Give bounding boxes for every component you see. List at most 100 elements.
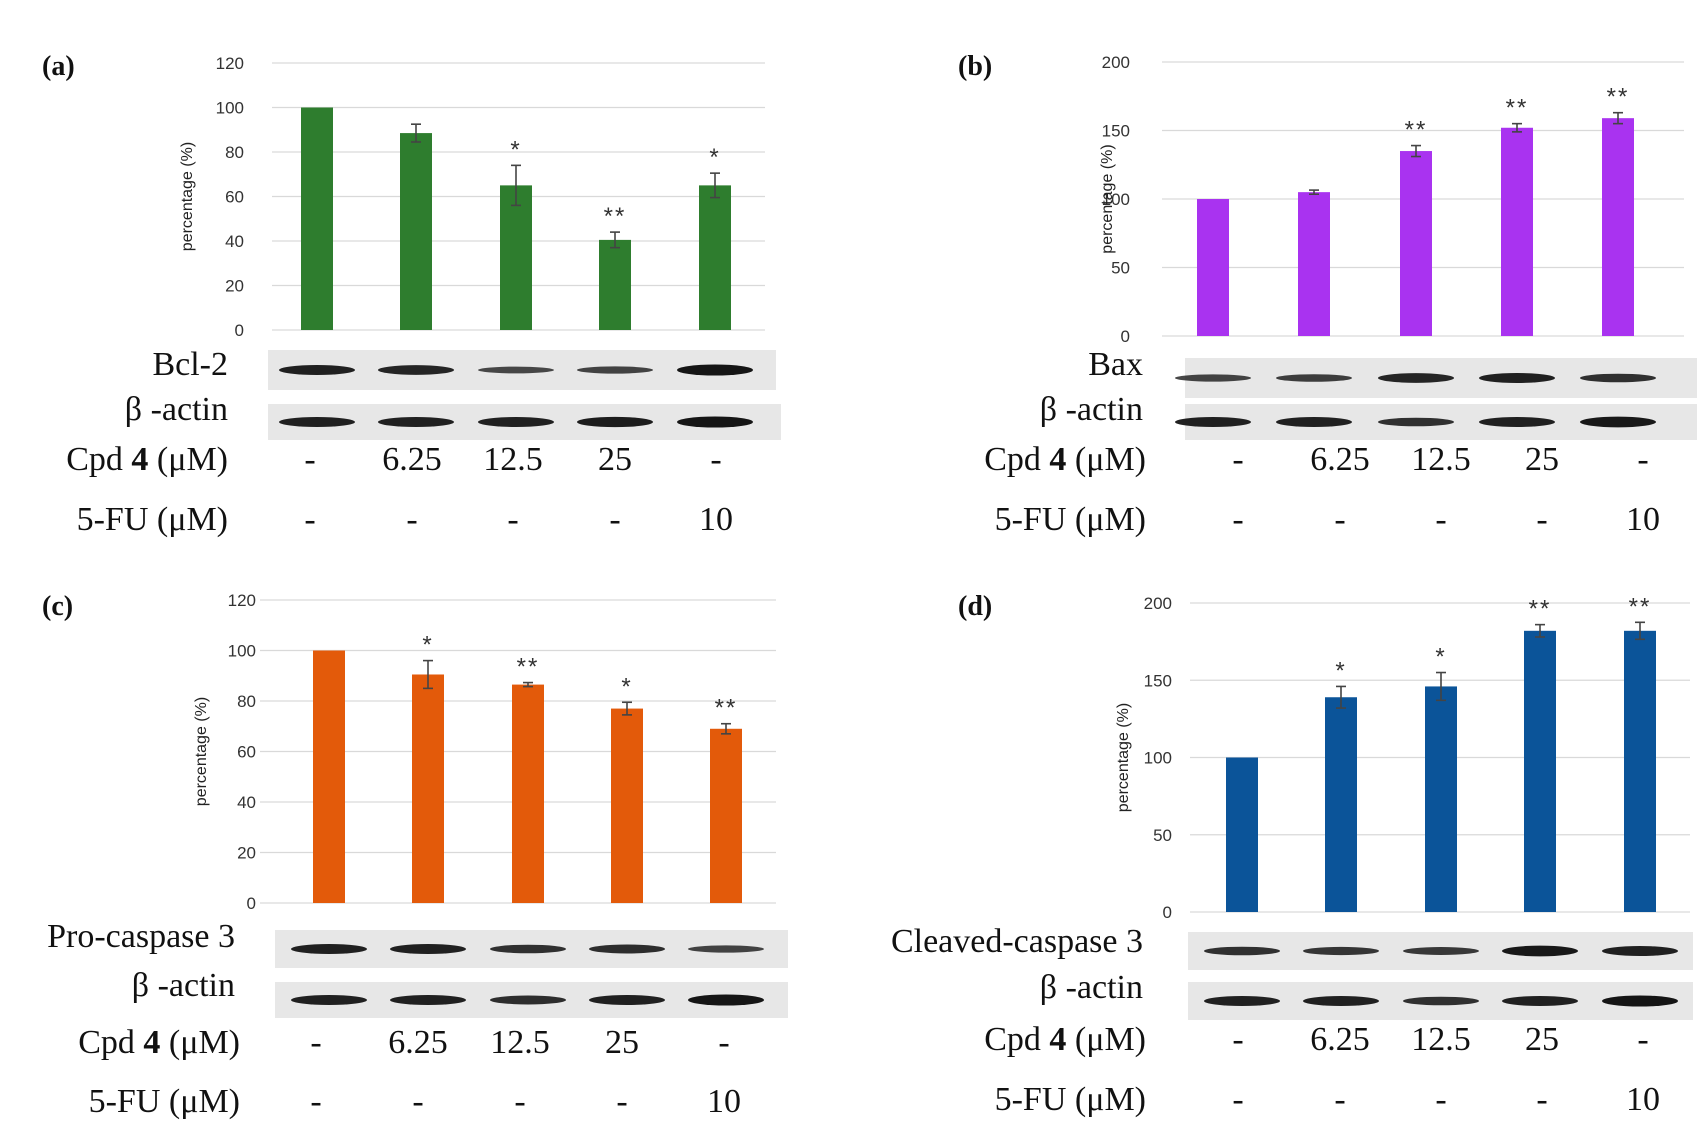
y-tick-label: 80 — [225, 143, 244, 162]
blot-band — [577, 416, 653, 428]
bar — [1425, 686, 1457, 912]
blot-label: β -actin — [1040, 391, 1143, 428]
blot-band — [1175, 417, 1251, 427]
condition-value: 10 — [699, 501, 733, 538]
condition-label: 5-FU (μM) — [995, 501, 1146, 538]
y-axis-label: percentage (%) — [193, 697, 210, 806]
condition-value: 6.25 — [382, 441, 442, 478]
blot-band — [1479, 417, 1555, 427]
y-tick-label: 150 — [1102, 122, 1130, 141]
y-tick-label: 60 — [237, 743, 256, 762]
y-tick-label: 50 — [1153, 826, 1172, 845]
y-tick-label: 150 — [1144, 671, 1172, 690]
condition-label-part: 5-FU (μM) — [995, 501, 1146, 538]
condition-value: - — [609, 501, 620, 538]
panel-label: (b) — [958, 51, 992, 82]
condition-label: Cpd 4 (μM) — [984, 1021, 1146, 1058]
bar — [1602, 118, 1634, 336]
condition-value: - — [1536, 501, 1547, 538]
condition-label-part: Cpd — [984, 1021, 1049, 1058]
condition-value: 10 — [1626, 1081, 1660, 1118]
y-tick-label: 0 — [247, 894, 256, 913]
panel-label: (a) — [42, 51, 75, 82]
condition-value: - — [514, 1083, 525, 1120]
significance-mark: ** — [604, 203, 627, 230]
blot-band — [279, 417, 355, 427]
condition-value: - — [507, 501, 518, 538]
y-tick-label: 60 — [225, 188, 244, 207]
blot-band — [1378, 417, 1454, 427]
bar — [500, 185, 532, 330]
condition-value: - — [406, 501, 417, 538]
significance-mark: ** — [715, 695, 738, 722]
bar — [1226, 757, 1258, 912]
significance-mark: * — [510, 136, 521, 163]
blot-label: β -actin — [132, 967, 235, 1004]
condition-label-bold: 4 — [131, 441, 148, 478]
condition-label-bold: 4 — [143, 1024, 160, 1061]
bar — [710, 728, 742, 903]
significance-mark: * — [709, 144, 720, 171]
blot-band — [677, 364, 753, 376]
blot-band — [688, 945, 764, 953]
y-tick-label: 20 — [237, 844, 256, 863]
condition-value: - — [412, 1083, 423, 1120]
condition-label-part: (μM) — [148, 441, 228, 478]
blot-band — [1479, 373, 1555, 383]
blot-label: Bcl-2 — [152, 346, 228, 383]
bar — [1197, 199, 1229, 336]
blot-band — [478, 366, 554, 374]
blot-band — [688, 994, 764, 1006]
condition-value: 12.5 — [1411, 1021, 1471, 1058]
bar — [1501, 127, 1533, 336]
blot-band — [490, 944, 566, 954]
bar — [1624, 630, 1656, 912]
blot-band — [1204, 946, 1280, 956]
condition-value: 12.5 — [1411, 441, 1471, 478]
bar — [512, 684, 544, 903]
blot-label: Cleaved-caspase 3 — [891, 923, 1143, 960]
condition-value: 6.25 — [388, 1024, 448, 1061]
condition-value: 25 — [1525, 1021, 1559, 1058]
condition-label-bold: 4 — [1049, 441, 1066, 478]
significance-mark: * — [1435, 644, 1446, 671]
blot-band — [378, 417, 454, 427]
y-tick-label: 20 — [225, 277, 244, 296]
blot-band — [577, 366, 653, 374]
blot-band — [1303, 996, 1379, 1006]
condition-value: - — [1435, 501, 1446, 538]
bar — [1400, 151, 1432, 336]
condition-value: - — [1637, 1021, 1648, 1058]
y-tick-label: 50 — [1111, 259, 1130, 278]
condition-label: 5-FU (μM) — [77, 501, 228, 538]
condition-label-part: (μM) — [1066, 441, 1146, 478]
condition-label-part: 5-FU (μM) — [89, 1083, 240, 1120]
condition-label-part: (μM) — [1066, 1021, 1146, 1058]
condition-value: - — [304, 441, 315, 478]
condition-label: Cpd 4 (μM) — [984, 441, 1146, 478]
y-tick-label: 100 — [1102, 190, 1130, 209]
significance-mark: ** — [1405, 117, 1428, 144]
condition-value: - — [1435, 1081, 1446, 1118]
condition-value: 25 — [598, 441, 632, 478]
chart-panel-b: (b) 0 50 100 150 200 percentage (%) ** ** ** Bax β … — [958, 51, 1697, 538]
condition-value: - — [304, 501, 315, 538]
bar — [301, 107, 333, 330]
blot-band — [1602, 995, 1678, 1007]
y-tick-label: 120 — [228, 591, 256, 610]
y-tick-label: 120 — [216, 54, 244, 73]
bar — [699, 185, 731, 330]
blot-band — [1378, 373, 1454, 383]
y-tick-label: 0 — [235, 321, 244, 340]
condition-label-bold: 4 — [1049, 1021, 1066, 1058]
y-axis-label: percentage (%) — [179, 142, 196, 251]
condition-value: - — [710, 441, 721, 478]
blot-band — [589, 944, 665, 954]
significance-mark: * — [422, 632, 433, 659]
condition-value: 6.25 — [1310, 1021, 1370, 1058]
y-tick-label: 0 — [1163, 903, 1172, 922]
blot-band — [589, 995, 665, 1005]
bar — [400, 133, 432, 330]
